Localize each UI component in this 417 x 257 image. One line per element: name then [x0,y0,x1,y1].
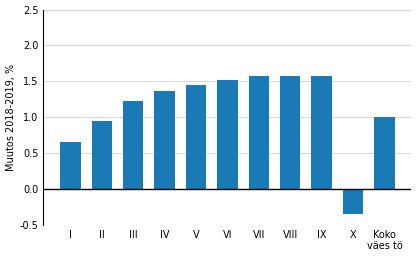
Bar [280,76,301,189]
Bar [60,142,80,189]
Bar [154,91,175,189]
Bar [92,121,112,189]
Bar [249,76,269,189]
Bar [343,189,363,214]
Bar [311,76,332,189]
Y-axis label: Muutos 2018-2019, %: Muutos 2018-2019, % [5,64,15,171]
Bar [217,80,238,189]
Bar [374,117,395,189]
Bar [123,102,143,189]
Bar [186,85,206,189]
